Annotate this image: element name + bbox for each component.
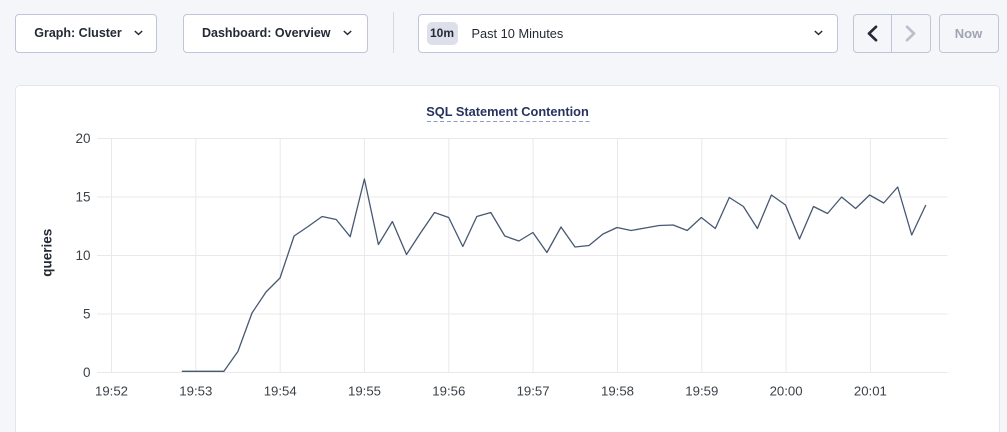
svg-text:0: 0 bbox=[83, 365, 91, 380]
svg-text:10: 10 bbox=[75, 248, 90, 263]
svg-text:19:59: 19:59 bbox=[685, 384, 718, 399]
svg-text:19:58: 19:58 bbox=[601, 384, 634, 399]
svg-text:19:56: 19:56 bbox=[432, 384, 465, 399]
svg-text:15: 15 bbox=[75, 190, 90, 205]
svg-text:19:54: 19:54 bbox=[264, 384, 297, 399]
svg-text:5: 5 bbox=[83, 307, 91, 322]
svg-text:20:01: 20:01 bbox=[854, 384, 887, 399]
svg-text:19:53: 19:53 bbox=[179, 384, 212, 399]
svg-text:20: 20 bbox=[75, 131, 90, 146]
svg-text:queries: queries bbox=[39, 229, 54, 277]
svg-text:19:55: 19:55 bbox=[348, 384, 381, 399]
svg-text:19:52: 19:52 bbox=[95, 384, 128, 399]
svg-text:20:00: 20:00 bbox=[770, 384, 803, 399]
svg-text:19:57: 19:57 bbox=[517, 384, 550, 399]
